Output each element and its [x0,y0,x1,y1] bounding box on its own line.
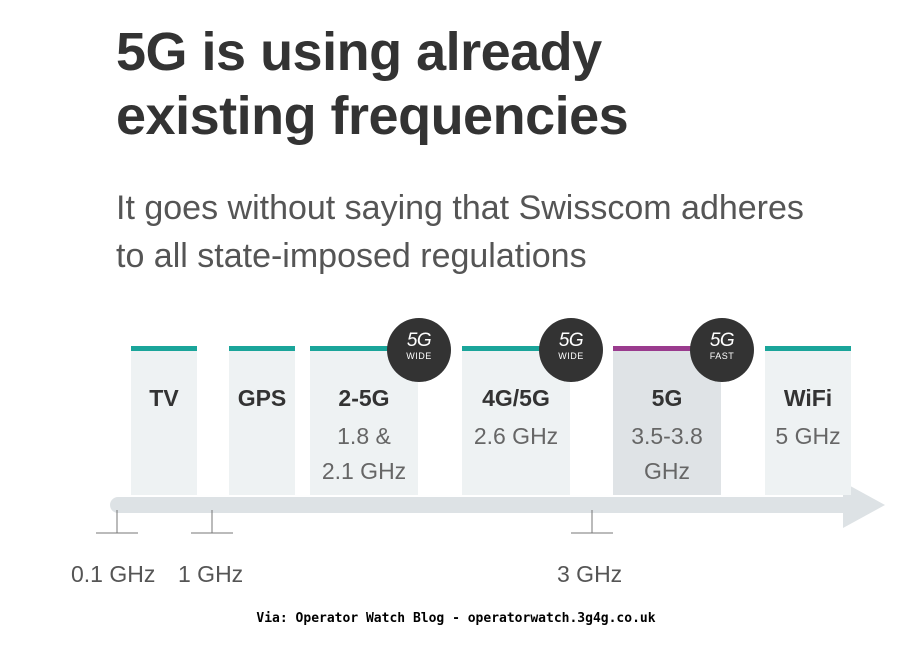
band-4g-5g-bar [462,346,570,351]
band-tv-bar [131,346,197,351]
axis-arrowhead [843,482,885,528]
band-4g-5g-frequency: 2.6 GHz [473,423,559,449]
band-tv-label: TV [149,385,179,411]
band-gps-label: GPS [237,385,287,411]
tick-0-1ghz [96,510,138,534]
band-2-5g-bar [310,346,418,351]
badge-5g-wide-1: 5G WIDE [387,318,451,382]
band-4g-5g-label: 4G/5G [482,385,550,411]
subtitle: It goes without saying that Swisscom adh… [116,184,804,280]
badge-5g-fast-sub: FAST [709,351,735,361]
band-wifi-frequency: 5 GHz [775,423,841,449]
badge-5g-wide-1-sub: WIDE [406,351,432,361]
badge-5g-fast: 5G FAST [690,318,754,382]
subtitle-line-1: It goes without saying that Swisscom adh… [116,189,804,227]
tick-label-0-1ghz: 0.1 GHz [71,561,156,587]
badge-5g-wide-2: 5G WIDE [539,318,603,382]
band-wifi: WiFi 5 GHz [765,346,851,495]
source-credit: Via: Operator Watch Blog - operatorwatch… [256,611,656,626]
band-2-5g-label: 2-5G [338,385,390,411]
band-5g-label: 5G [651,385,683,411]
band-wifi-bar [765,346,851,351]
badge-5g-fast-main: 5G [709,330,735,351]
page-title: 5G is using already existing frequencies [116,20,629,148]
title-line-2: existing frequencies [116,86,629,146]
subtitle-line-2: to all state-imposed regulations [116,237,587,275]
band-2-5g-frequency: 1.8 & 2.1 GHz [321,423,407,484]
tick-label-1ghz: 1 GHz [178,561,244,587]
band-gps: GPS [229,346,295,495]
badge-5g-wide-1-main: 5G [406,330,432,351]
band-5g-frequency: 3.5-3.8 GHz [631,423,703,484]
title-line-1: 5G is using already [116,22,602,82]
tick-label-3ghz: 3 GHz [557,561,623,587]
badge-5g-wide-2-main: 5G [558,330,584,351]
band-gps-bar [229,346,295,351]
band-5g-bar [613,346,721,351]
band-tv: TV [131,346,197,495]
tick-3ghz [571,510,613,534]
band-wifi-label: WiFi [783,385,833,411]
band-2-5g: 2-5G 1.8 & 2.1 GHz [310,346,418,495]
tick-1ghz [191,510,233,534]
badge-5g-wide-2-sub: WIDE [558,351,584,361]
